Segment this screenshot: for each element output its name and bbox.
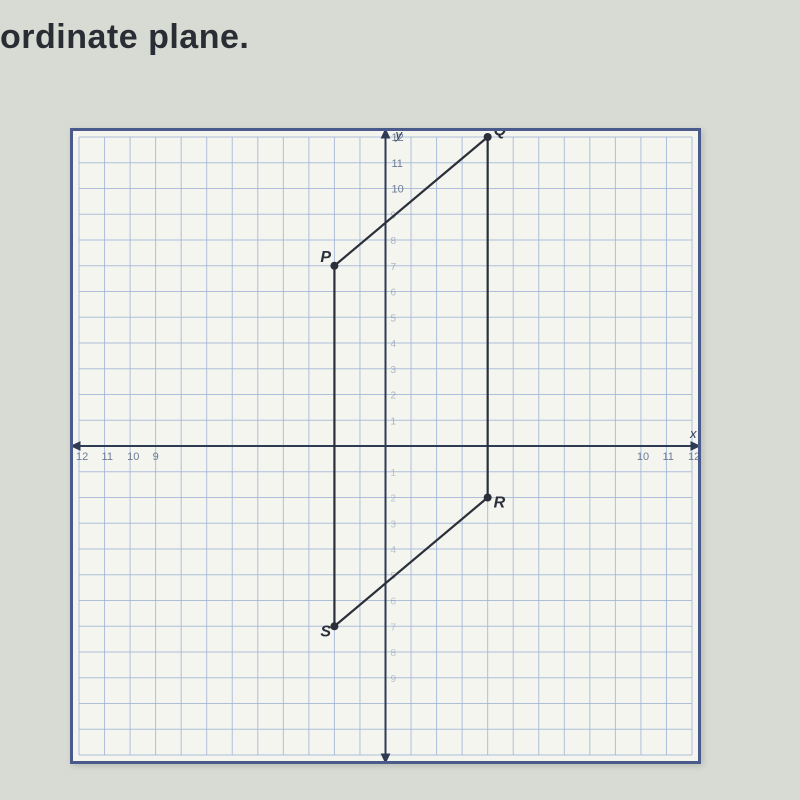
svg-text:11: 11 — [392, 158, 403, 170]
svg-text:1: 1 — [391, 416, 397, 427]
svg-text:8: 8 — [391, 236, 397, 247]
svg-text:12: 12 — [76, 451, 88, 463]
grid-svg: 1211101211109101112123456789123456789yxP… — [73, 131, 698, 761]
coordinate-plane: 1211101211109101112123456789123456789yxP… — [70, 128, 701, 764]
svg-text:3: 3 — [391, 365, 397, 376]
svg-text:4: 4 — [391, 545, 397, 556]
svg-text:R: R — [494, 495, 506, 512]
svg-text:7: 7 — [391, 622, 397, 633]
svg-text:6: 6 — [391, 597, 397, 608]
svg-text:7: 7 — [391, 262, 397, 273]
svg-text:8: 8 — [391, 648, 397, 659]
page-title: ordinate plane. — [0, 18, 249, 57]
svg-text:5: 5 — [391, 313, 397, 324]
svg-text:2: 2 — [391, 494, 397, 505]
svg-text:9: 9 — [391, 674, 397, 685]
svg-text:10: 10 — [637, 451, 649, 463]
svg-text:12: 12 — [688, 451, 698, 463]
svg-text:11: 11 — [102, 451, 113, 463]
svg-text:9: 9 — [153, 451, 159, 463]
svg-text:P: P — [320, 249, 331, 266]
svg-text:11: 11 — [662, 451, 673, 463]
svg-text:x: x — [689, 426, 697, 441]
svg-text:10: 10 — [127, 451, 139, 463]
svg-text:S: S — [320, 623, 331, 640]
svg-text:3: 3 — [391, 519, 397, 530]
svg-text:10: 10 — [392, 184, 404, 196]
svg-text:6: 6 — [391, 288, 397, 299]
svg-text:Q: Q — [494, 131, 507, 139]
svg-text:1: 1 — [391, 468, 397, 479]
svg-text:2: 2 — [391, 391, 397, 402]
svg-text:4: 4 — [391, 339, 397, 350]
